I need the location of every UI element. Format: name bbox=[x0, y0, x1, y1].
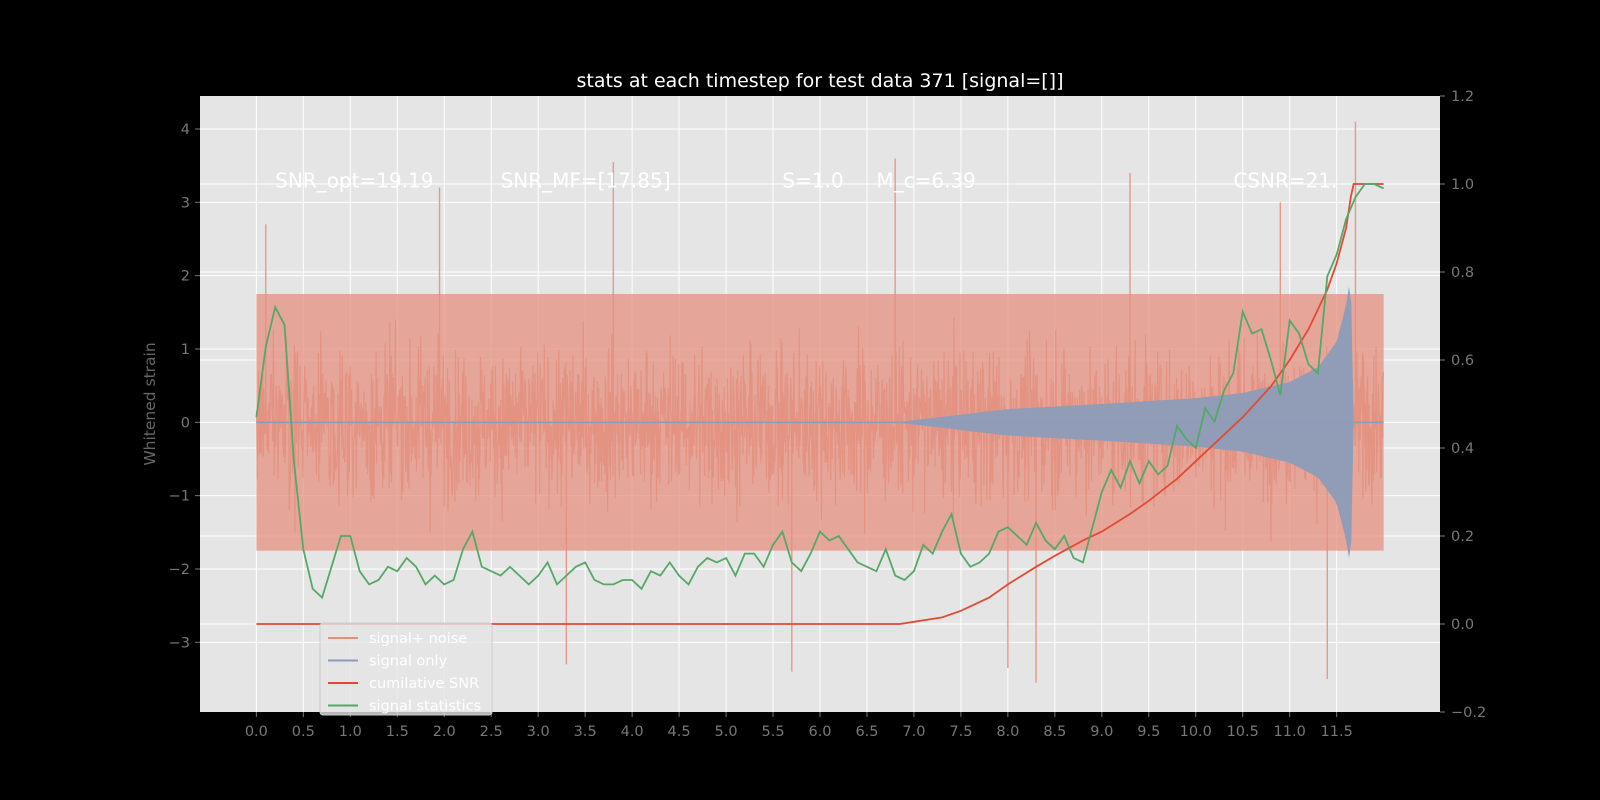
x-tick-label: 1.5 bbox=[386, 724, 409, 740]
x-tick-label: 9.5 bbox=[1137, 724, 1160, 740]
y-tick-label: 2 bbox=[181, 269, 190, 285]
x-tick-label: 6.0 bbox=[808, 724, 831, 740]
legend-label: signal only bbox=[369, 654, 448, 670]
x-tick-label: 0.0 bbox=[245, 724, 268, 740]
annotation-text: M_c=6.39 bbox=[876, 169, 976, 193]
data-series bbox=[255, 121, 1385, 683]
y-axis-right: −0.2 0.0 0.2 0.4 0.6 0.8 1.0 1.2 bbox=[1440, 89, 1486, 721]
annotation-text: CSNR=21. bbox=[1233, 169, 1337, 193]
y2-tick-label: 0.4 bbox=[1451, 441, 1474, 457]
y-tick-label: 0 bbox=[181, 415, 190, 431]
y-axis-label: Whitened strain bbox=[141, 342, 159, 465]
series-signal-statistics-line bbox=[255, 183, 1384, 600]
y-axis-left: −3 −2 −1 0 1 2 3 4 bbox=[169, 122, 200, 651]
x-tick-label: 11.5 bbox=[1321, 724, 1353, 740]
legend-label: cumilative SNR bbox=[369, 676, 479, 692]
x-tick-label: 5.0 bbox=[715, 724, 738, 740]
x-tick-label: 3.5 bbox=[574, 724, 597, 740]
x-tick-label: 8.0 bbox=[996, 724, 1019, 740]
y-tick-label: 1 bbox=[181, 342, 190, 358]
y2-tick-label: 0.2 bbox=[1451, 529, 1474, 545]
x-tick-label: 11.0 bbox=[1274, 724, 1306, 740]
annotations: SNR_opt=19.19 SNR_MF=[17.85] S=1.0 M_c=6.39… bbox=[275, 169, 1337, 193]
y2-tick-label: 1.0 bbox=[1451, 177, 1474, 193]
y2-tick-label: 0.6 bbox=[1451, 353, 1474, 369]
series-signal-only-chirp bbox=[895, 286, 1354, 558]
annotation-text: SNR_opt=19.19 bbox=[275, 169, 433, 193]
x-tick-label: 2.5 bbox=[480, 724, 503, 740]
annotation-text: SNR_MF=[17.85] bbox=[501, 169, 671, 193]
x-tick-label: 4.0 bbox=[621, 724, 644, 740]
series-group bbox=[255, 121, 1385, 683]
x-tick-label: 2.0 bbox=[433, 724, 456, 740]
y2-tick-label: 0.0 bbox=[1451, 617, 1474, 633]
y2-tick-label: −0.2 bbox=[1451, 705, 1486, 721]
y2-tick-label: 1.2 bbox=[1451, 89, 1474, 105]
y2-tick-label: 0.8 bbox=[1451, 265, 1474, 281]
x-tick-label: 10.5 bbox=[1227, 724, 1259, 740]
x-tick-label: 0.5 bbox=[292, 724, 315, 740]
legend-box bbox=[319, 622, 493, 716]
x-tick-label: 8.5 bbox=[1043, 724, 1066, 740]
x-tick-label: 4.5 bbox=[668, 724, 691, 740]
legend: signal+ noise signal only cumilative SNR si… bbox=[319, 622, 493, 716]
y-tick-label: −3 bbox=[169, 635, 190, 651]
x-tick-label: 3.0 bbox=[527, 724, 550, 740]
x-tick-label: 10.0 bbox=[1180, 724, 1212, 740]
y-tick-label: −1 bbox=[169, 489, 190, 505]
legend-label: signal statistics bbox=[369, 699, 481, 715]
annotation-text: S=1.0 bbox=[782, 169, 843, 193]
x-tick-label: 5.5 bbox=[761, 724, 784, 740]
chart-title: stats at each timestep for test data 371… bbox=[576, 70, 1063, 92]
x-axis: 0.0 0.5 1.0 1.5 2.0 2.5 3.0 3.5 4.0 4.5 5.0 5.5 6.0 6… bbox=[245, 712, 1353, 740]
x-tick-label: 6.5 bbox=[855, 724, 878, 740]
x-tick-label: 7.0 bbox=[902, 724, 925, 740]
x-tick-label: 9.0 bbox=[1090, 724, 1113, 740]
y-tick-label: −2 bbox=[169, 562, 190, 578]
y-tick-label: 3 bbox=[181, 195, 190, 211]
x-tick-label: 1.0 bbox=[339, 724, 362, 740]
series-cumilative-snr-line bbox=[256, 183, 1384, 625]
legend-label: signal+ noise bbox=[369, 631, 467, 647]
x-tick-label: 7.5 bbox=[949, 724, 972, 740]
y-tick-label: 4 bbox=[181, 122, 190, 138]
